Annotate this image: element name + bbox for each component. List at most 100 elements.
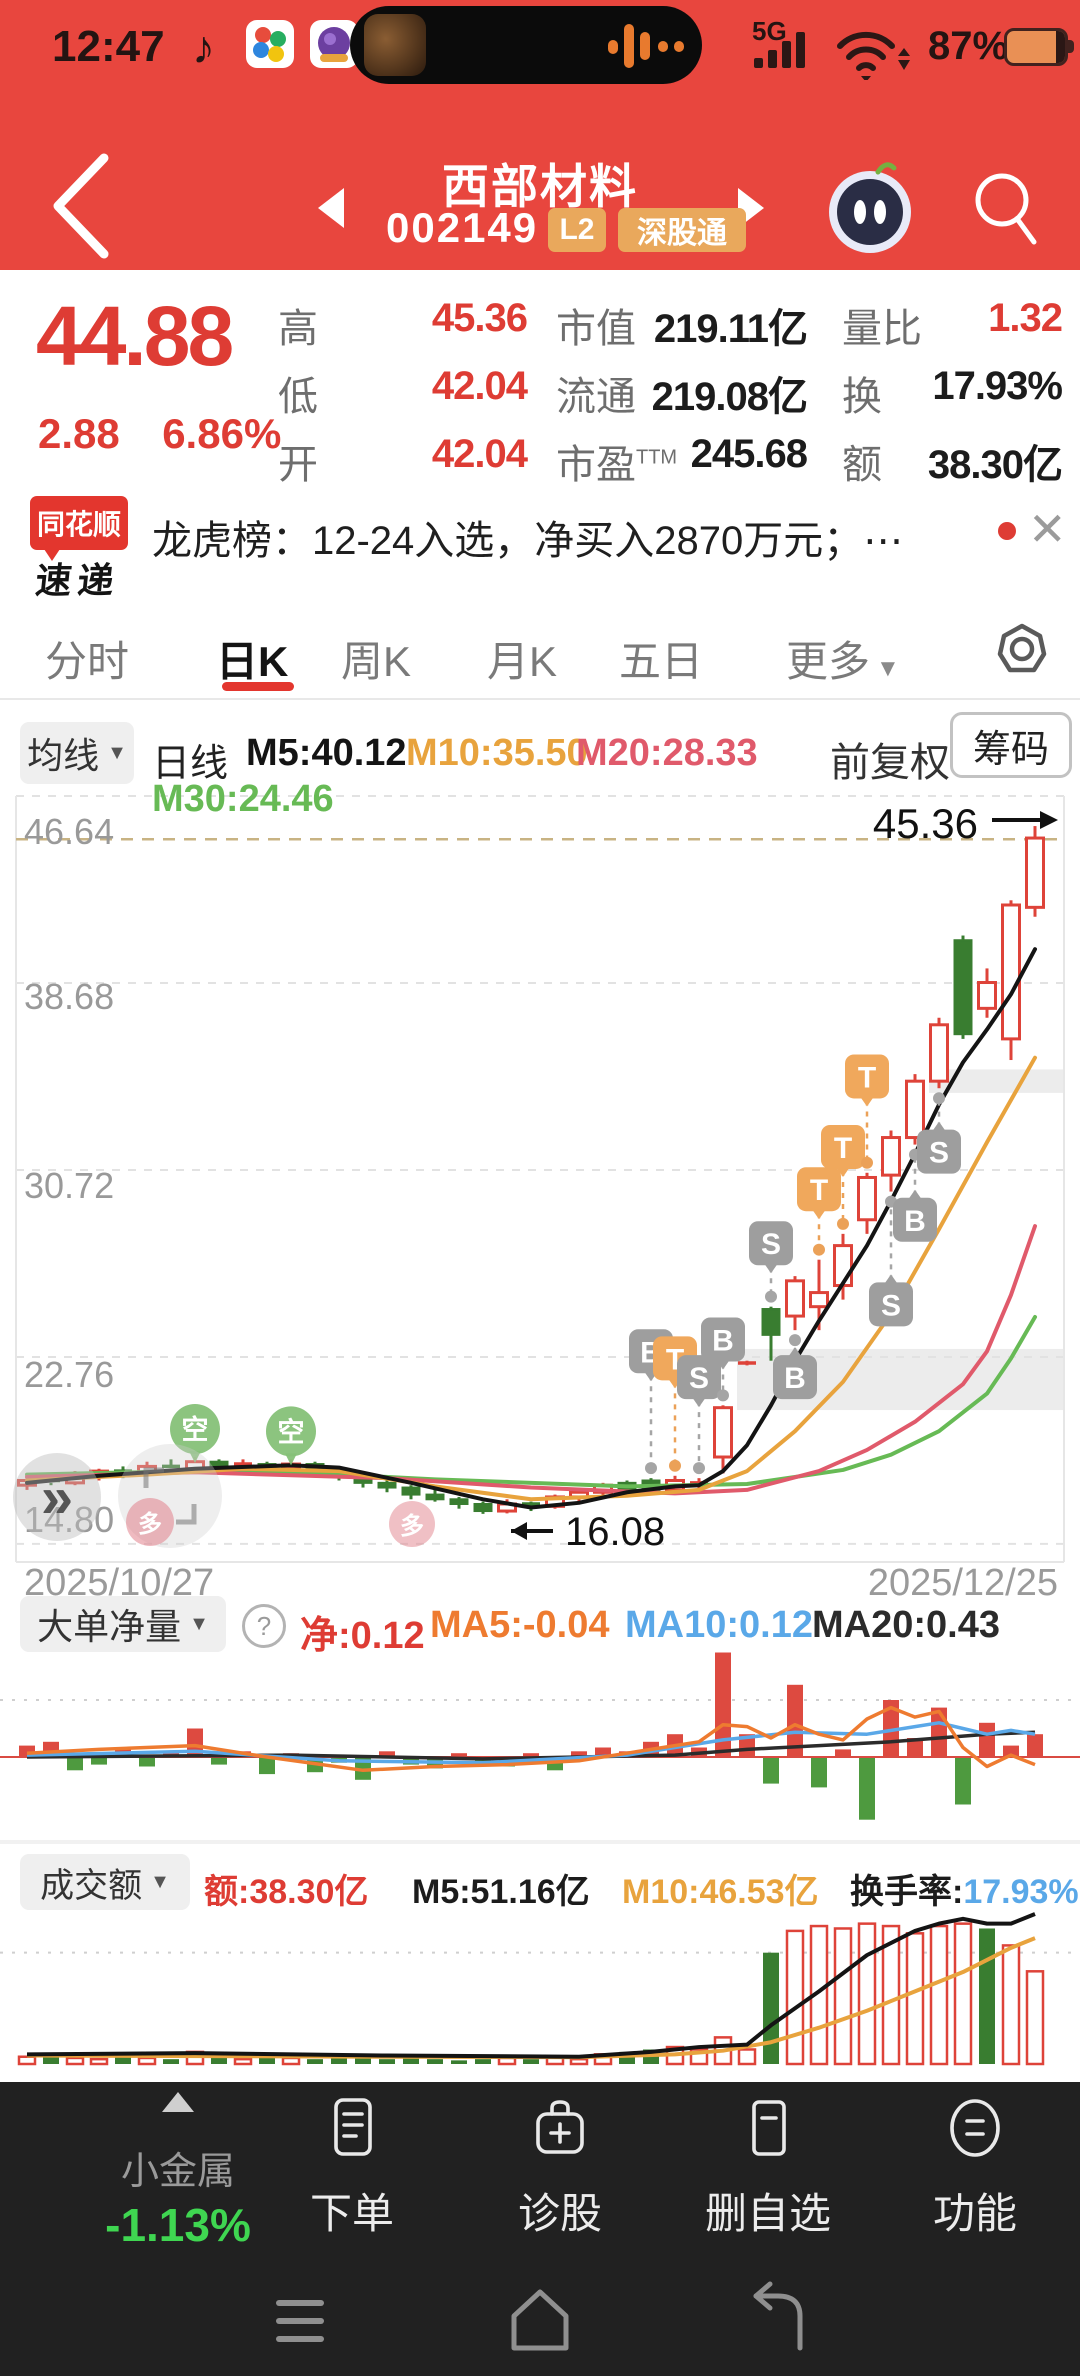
volume-bar xyxy=(833,1927,853,2066)
tab-日K[interactable]: 日K xyxy=(216,638,289,685)
signal-badge-T xyxy=(797,1167,841,1212)
duo-watermark-text: 多 xyxy=(138,1511,162,1538)
flow-bar xyxy=(979,1722,995,1757)
duo-watermark-2 xyxy=(389,1501,435,1547)
badge-tail xyxy=(692,1397,706,1408)
badge-letter: T xyxy=(858,1061,876,1094)
kong-bubble xyxy=(266,1406,316,1457)
flow-bar xyxy=(235,1751,251,1757)
chips-button[interactable]: 筹码 xyxy=(950,712,1072,778)
flow-bar xyxy=(571,1751,587,1757)
volume-bar xyxy=(259,2056,275,2064)
search-icon xyxy=(975,173,1029,227)
nav-item-下单[interactable]: 下单 xyxy=(282,2094,422,2244)
volume-bar xyxy=(451,2060,467,2064)
candle-body xyxy=(617,1481,637,1491)
android-back-button[interactable] xyxy=(753,2281,803,2351)
recents-button[interactable] xyxy=(276,2300,324,2342)
badge-dot xyxy=(717,1389,729,1402)
adjust-mode-button[interactable]: 前复权 xyxy=(830,741,950,785)
video-thumbnail[interactable] xyxy=(364,14,426,76)
volume-bar xyxy=(307,2059,323,2064)
tab-分时[interactable]: 分时 xyxy=(45,638,130,685)
volume-indicator-button[interactable]: 成交额 ▼ xyxy=(20,1854,190,1910)
news-unread-dot xyxy=(998,522,1016,540)
news-bar-bg xyxy=(0,480,1080,600)
badge-tail xyxy=(860,1096,874,1107)
badge-letter: S xyxy=(881,1289,901,1322)
battery-percent: 87% xyxy=(928,24,1009,68)
volume-ma10-line xyxy=(26,1936,1036,2060)
candle-body xyxy=(977,981,997,1010)
candle-body xyxy=(833,1244,853,1288)
tab-周K[interactable]: 周K xyxy=(341,638,412,685)
candle-body xyxy=(1025,836,1045,909)
expand-left-glyph: » xyxy=(41,1465,73,1530)
nav-item-删自选[interactable]: 删自选 xyxy=(698,2094,838,2244)
ma-settings-button[interactable]: 均线 ▼ xyxy=(20,722,134,784)
y-axis-label: 46.64 xyxy=(24,811,114,852)
candle-body xyxy=(425,1493,445,1501)
ma10-line xyxy=(25,1055,1037,1502)
candle-body xyxy=(881,1136,901,1177)
flow-bar xyxy=(547,1757,563,1771)
flow-bar xyxy=(667,1734,683,1757)
app-icon-1 xyxy=(246,20,294,68)
duo-watermark-text-2: 多 xyxy=(400,1513,424,1540)
help-icon[interactable]: ? xyxy=(242,1604,286,1648)
tabs-bg xyxy=(0,598,1080,700)
nav-item-诊股[interactable]: 诊股 xyxy=(490,2094,630,2244)
signal-badge-S xyxy=(677,1355,721,1400)
flow-bar xyxy=(883,1700,899,1757)
flow-bar xyxy=(331,1757,347,1763)
ai-robot-button[interactable] xyxy=(820,156,920,260)
flow-indicator-button[interactable]: 大单净量 ▼ xyxy=(20,1596,226,1652)
robot-face-icon xyxy=(837,179,903,245)
flow-bar xyxy=(859,1757,875,1820)
volume-bar xyxy=(1001,1944,1021,2066)
volume-bar xyxy=(619,2051,635,2064)
badge-tail xyxy=(668,1378,682,1389)
tab-五日[interactable]: 五日 xyxy=(619,638,704,685)
turnover-group: 换手率:17.93% xyxy=(850,1864,1079,1913)
back-chevron-icon xyxy=(53,153,109,259)
diagnose-icon xyxy=(536,2100,584,2154)
flow-ma5-line xyxy=(26,1705,1036,1773)
expand-arrow-icon[interactable] xyxy=(162,2092,194,2112)
prev-stock-button[interactable] xyxy=(316,186,346,230)
chevron-down-icon: ▼ xyxy=(876,655,900,682)
news-headline[interactable]: 龙虎榜：12-24入选，净买入2870万元；⋯ xyxy=(152,519,904,563)
candle-body xyxy=(665,1478,685,1492)
audio-waveform-icon xyxy=(608,24,684,68)
android-back-icon xyxy=(753,2293,803,2351)
candle-body xyxy=(329,1470,349,1477)
badge-tail xyxy=(932,1121,946,1132)
signal-badge-T xyxy=(845,1054,889,1099)
search-button[interactable] xyxy=(966,162,1046,256)
index-name[interactable]: 小金属 xyxy=(120,2151,235,2193)
candle-body xyxy=(761,1308,781,1336)
price-change: 2.88 6.86% xyxy=(38,410,281,458)
news-close-button[interactable]: ✕ xyxy=(1028,503,1067,555)
badge-tail xyxy=(812,1209,826,1220)
candle-body xyxy=(497,1502,517,1513)
tab-更多[interactable]: 更多 ▼ xyxy=(786,638,900,685)
chip-band xyxy=(737,1348,1064,1411)
badge-letter: T xyxy=(666,1343,684,1376)
battery-icon xyxy=(1004,28,1074,66)
chart-settings-button[interactable] xyxy=(994,620,1050,680)
signal-badge-S xyxy=(749,1221,793,1266)
volume-bar xyxy=(569,2057,589,2066)
volume-ma5: M5:51.16亿 xyxy=(412,1873,590,1911)
active-tab-underline xyxy=(222,682,294,691)
badge-dot xyxy=(885,1195,897,1208)
flow-bar xyxy=(211,1757,227,1765)
back-button[interactable] xyxy=(42,148,122,264)
tab-月K[interactable]: 月K xyxy=(487,638,558,685)
change-value: 2.88 xyxy=(38,410,120,457)
home-button[interactable] xyxy=(511,2289,569,2351)
nav-item-功能[interactable]: 功能 xyxy=(905,2094,1045,2244)
signal-badge-B xyxy=(773,1355,817,1400)
ma-button-label: 均线 xyxy=(27,735,100,776)
bottom-nav-bar xyxy=(0,2082,1080,2376)
